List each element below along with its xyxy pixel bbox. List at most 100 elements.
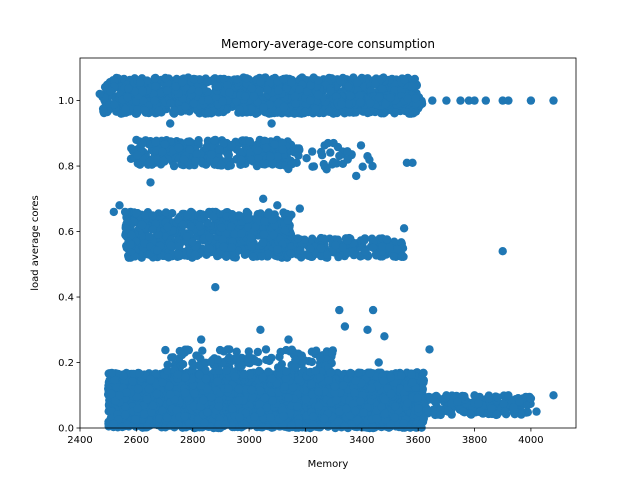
data-point bbox=[291, 99, 300, 109]
data-point bbox=[294, 151, 303, 160]
scatter-points bbox=[95, 73, 558, 433]
data-point bbox=[145, 232, 154, 241]
data-point bbox=[247, 155, 256, 164]
data-point bbox=[263, 210, 272, 219]
data-point bbox=[247, 242, 256, 251]
data-point bbox=[382, 235, 392, 244]
data-point bbox=[240, 92, 250, 101]
data-point bbox=[219, 139, 228, 148]
data-point bbox=[344, 82, 353, 92]
data-point bbox=[344, 99, 353, 109]
data-point bbox=[194, 87, 203, 96]
data-point bbox=[368, 161, 377, 171]
data-point bbox=[279, 102, 289, 112]
data-point bbox=[235, 211, 244, 220]
data-point bbox=[319, 159, 328, 169]
data-point bbox=[175, 242, 184, 251]
data-point bbox=[356, 141, 366, 150]
data-point bbox=[308, 147, 317, 156]
data-point bbox=[180, 102, 190, 111]
data-point bbox=[279, 74, 288, 84]
data-point bbox=[188, 237, 197, 247]
data-point bbox=[178, 78, 187, 87]
data-point bbox=[313, 90, 323, 100]
data-point bbox=[209, 212, 218, 222]
data-point bbox=[123, 217, 132, 226]
data-point bbox=[245, 137, 255, 146]
data-point bbox=[109, 100, 119, 109]
data-point bbox=[324, 107, 333, 116]
data-point bbox=[124, 84, 133, 93]
data-point bbox=[247, 84, 257, 93]
data-point bbox=[283, 216, 293, 225]
data-point bbox=[155, 414, 164, 423]
data-point bbox=[329, 157, 338, 167]
data-point bbox=[204, 95, 213, 105]
data-point bbox=[186, 222, 195, 231]
data-point bbox=[377, 84, 387, 94]
data-point bbox=[258, 238, 268, 247]
data-point bbox=[209, 136, 219, 145]
data-point bbox=[226, 161, 235, 170]
data-point bbox=[259, 103, 268, 112]
data-point bbox=[368, 243, 378, 252]
data-point bbox=[227, 140, 237, 150]
data-point bbox=[140, 106, 149, 115]
data-point bbox=[191, 157, 200, 166]
data-point bbox=[194, 136, 203, 145]
data-point bbox=[251, 222, 260, 232]
data-point bbox=[123, 93, 132, 102]
data-point bbox=[235, 105, 244, 114]
data-point bbox=[219, 74, 229, 84]
data-point bbox=[179, 155, 189, 164]
data-point bbox=[218, 97, 227, 106]
data-point bbox=[270, 140, 279, 149]
data-point bbox=[266, 152, 275, 162]
data-point bbox=[222, 251, 231, 261]
data-point bbox=[217, 223, 226, 232]
data-point bbox=[133, 105, 142, 114]
data-point bbox=[334, 252, 343, 262]
data-point bbox=[99, 107, 108, 116]
data-point bbox=[343, 236, 352, 245]
data-point bbox=[360, 235, 369, 245]
data-point bbox=[263, 85, 272, 95]
data-point bbox=[346, 91, 355, 101]
data-point bbox=[355, 91, 364, 100]
data-point bbox=[240, 250, 250, 259]
data-point bbox=[174, 249, 183, 259]
data-point bbox=[203, 136, 213, 145]
data-point bbox=[349, 250, 359, 260]
data-point bbox=[192, 150, 202, 159]
data-point bbox=[366, 99, 375, 108]
data-point bbox=[219, 242, 228, 252]
data-point bbox=[133, 159, 142, 168]
data-point bbox=[286, 249, 295, 258]
data-point bbox=[337, 100, 346, 109]
data-point bbox=[161, 73, 170, 83]
data-point bbox=[207, 150, 216, 159]
data-point bbox=[326, 148, 335, 157]
data-point bbox=[407, 82, 416, 91]
data-point bbox=[138, 86, 147, 96]
data-point bbox=[246, 104, 256, 114]
data-point bbox=[274, 86, 283, 95]
data-point bbox=[392, 245, 402, 254]
data-point bbox=[403, 94, 413, 104]
data-point bbox=[146, 157, 155, 166]
data-point bbox=[237, 229, 246, 238]
data-point bbox=[142, 76, 152, 85]
data-point bbox=[255, 86, 264, 96]
data-point bbox=[338, 243, 347, 252]
data-point bbox=[301, 107, 310, 117]
data-point bbox=[222, 212, 231, 221]
data-point bbox=[151, 138, 160, 147]
data-point bbox=[268, 215, 277, 224]
data-point bbox=[249, 92, 259, 101]
data-point bbox=[228, 213, 238, 222]
data-point bbox=[290, 109, 299, 118]
data-point bbox=[106, 86, 115, 96]
data-point bbox=[389, 252, 398, 261]
data-point bbox=[282, 84, 291, 93]
